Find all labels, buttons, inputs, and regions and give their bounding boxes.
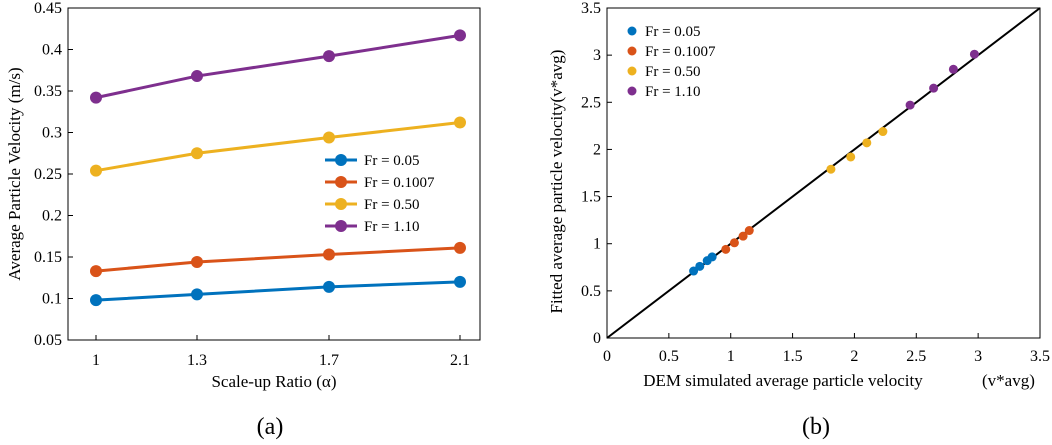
panel-a-ytick-label: 0.25 xyxy=(34,166,62,183)
panel-b-ytick-label: 1 xyxy=(593,236,601,253)
panel-b-legend-label: Fr = 0.50 xyxy=(645,64,701,80)
panel-b-axes-box xyxy=(606,7,1041,339)
panel-b-data-point xyxy=(878,127,888,137)
panel-b-data-point xyxy=(695,261,705,271)
panel-a-ytick-label: 0.4 xyxy=(42,42,62,59)
panel-a-ytick-label: 0.3 xyxy=(42,125,62,142)
panel-b-ytick-label: 3 xyxy=(593,47,601,64)
panel-b-caption: (b) xyxy=(802,414,830,440)
panel-b-ylabel: Fitted average particle velocity xyxy=(547,102,566,313)
panel-b-data-point xyxy=(846,152,856,162)
panel-b-xtick-label: 2 xyxy=(850,348,858,365)
panel-a-xtick-label: 1.7 xyxy=(319,352,339,369)
panel-a-data-point xyxy=(454,29,466,42)
panel-b-data-point xyxy=(721,244,731,254)
panel-a-data-point xyxy=(454,275,466,288)
panel-b-xlabel-symbol: (v*avg) xyxy=(982,371,1035,390)
panel-a-xtick-label: 1 xyxy=(92,352,100,369)
panel-b-ytick-label: 0.5 xyxy=(581,283,601,300)
panel-a-legend-label: Fr = 0.05 xyxy=(364,153,420,169)
panel-a-data-point xyxy=(323,131,335,144)
panel-b-data-point xyxy=(826,164,836,174)
panel-b-legend-marker xyxy=(627,46,637,56)
panel-b-ytick-label: 2 xyxy=(593,141,601,158)
panel-a-line-chart: 0.05 0.1 0.15 0.2 0.25 0.3 0.35 0.4 0.45 1 1.3 1.7 2… xyxy=(5,0,481,440)
panel-a-data-point xyxy=(90,91,102,104)
panel-a-legend-label: Fr = 1.10 xyxy=(364,219,420,235)
panel-b-xtick-label: 0.5 xyxy=(659,348,679,365)
panel-a-data-point xyxy=(323,50,335,63)
panel-a-series-line xyxy=(95,246,461,273)
panel-a-xtick-label: 2.1 xyxy=(450,352,470,369)
panel-b-ytick-label: 3.5 xyxy=(581,0,601,17)
panel-b-data-point xyxy=(738,231,748,241)
panel-b-legend-label: Fr = 0.1007 xyxy=(645,44,716,60)
panel-b-xtick-label: 1.5 xyxy=(783,348,803,365)
panel-a-ytick-label: 0.2 xyxy=(42,208,62,225)
panel-a-caption: (a) xyxy=(257,414,284,440)
panel-a-ytick-label: 0.35 xyxy=(34,83,62,100)
panel-b-ytick-label: 2.5 xyxy=(581,94,601,111)
panel-a-data-point xyxy=(454,116,466,129)
panel-a-data-point xyxy=(90,265,102,278)
panel-b-xtick-label: 1 xyxy=(727,348,735,365)
panel-b-data-point xyxy=(729,238,739,248)
panel-b-legend-marker xyxy=(627,66,637,76)
panel-b-data-point xyxy=(948,64,958,74)
panel-a-legend-label: Fr = 0.1007 xyxy=(364,175,435,191)
panel-b-scatter-chart: 0 0.5 1 1.5 2 2.5 3 3.5 0 0.5 1 1.5 2 2.5 3 3.5 Fr = 0.… xyxy=(547,0,1050,440)
panel-b-legend-label: Fr = 1.10 xyxy=(645,84,701,100)
panel-a-ylabel: Average Particle Velocity (m/s) xyxy=(5,67,24,280)
panel-a-data-point xyxy=(323,248,335,261)
panel-a-data-point xyxy=(191,288,203,301)
panel-a-legend: Fr = 0.05 Fr = 0.1007 Fr = 0.50 Fr = 1.10 xyxy=(320,146,470,240)
panel-a-series-line xyxy=(95,33,461,100)
panel-a-series-line xyxy=(95,280,461,302)
panel-b-data-point xyxy=(707,252,717,262)
panel-b-data-point xyxy=(862,138,872,148)
panel-b-xtick-label: 0 xyxy=(603,348,611,365)
panel-b-xlabel: DEM simulated average particle velocity xyxy=(643,371,923,390)
panel-b-data-point xyxy=(689,266,699,276)
panel-a-data-point xyxy=(191,70,203,83)
panel-b-legend-label: Fr = 0.05 xyxy=(645,24,701,40)
panel-a-ytick-label: 0.05 xyxy=(34,332,62,349)
panel-a-legend-label: Fr = 0.50 xyxy=(364,197,420,213)
panel-a-data-point xyxy=(90,164,102,177)
panel-a-legend-marker xyxy=(335,198,347,210)
panel-b-ylabel-symbol: (v*avg) xyxy=(547,50,566,103)
panel-b-xtick-label: 3 xyxy=(974,348,982,365)
panel-b-legend-marker xyxy=(627,86,637,96)
panel-a-legend-marker xyxy=(335,154,347,166)
panel-a-ytick-label: 0.45 xyxy=(34,0,62,17)
panel-a-data-point xyxy=(323,280,335,293)
panel-a-legend-marker xyxy=(335,176,347,188)
panel-b-legend-marker xyxy=(627,26,637,36)
panel-a-data-point xyxy=(454,241,466,254)
panel-a-ytick-label: 0.15 xyxy=(34,249,62,266)
panel-a-xlabel: Scale-up Ratio (α) xyxy=(211,372,336,391)
panel-a-data-point xyxy=(191,147,203,160)
panel-b-xtick-label: 2.5 xyxy=(906,348,926,365)
panel-b-xtick-label: 3.5 xyxy=(1030,348,1050,365)
panel-a-data-point xyxy=(90,294,102,307)
panel-b-ytick-label: 0 xyxy=(593,330,601,347)
panel-b-data-point xyxy=(969,49,979,59)
panel-a-legend-marker xyxy=(335,220,347,232)
panel-b-data-point xyxy=(905,100,915,110)
panel-b-legend: Fr = 0.05 Fr = 0.1007 Fr = 0.50 Fr = 1.10 xyxy=(627,24,716,100)
panel-a-series-line xyxy=(95,121,461,173)
panel-b-ytick-label: 1.5 xyxy=(581,189,601,206)
panel-a-ytick-label: 0.1 xyxy=(42,291,62,308)
panel-b-reference-line xyxy=(606,7,1041,339)
panel-b-data-point xyxy=(929,83,939,93)
panel-a-data-point xyxy=(191,255,203,268)
panel-b-data-point xyxy=(744,226,754,236)
panel-a-xtick-label: 1.3 xyxy=(187,352,207,369)
